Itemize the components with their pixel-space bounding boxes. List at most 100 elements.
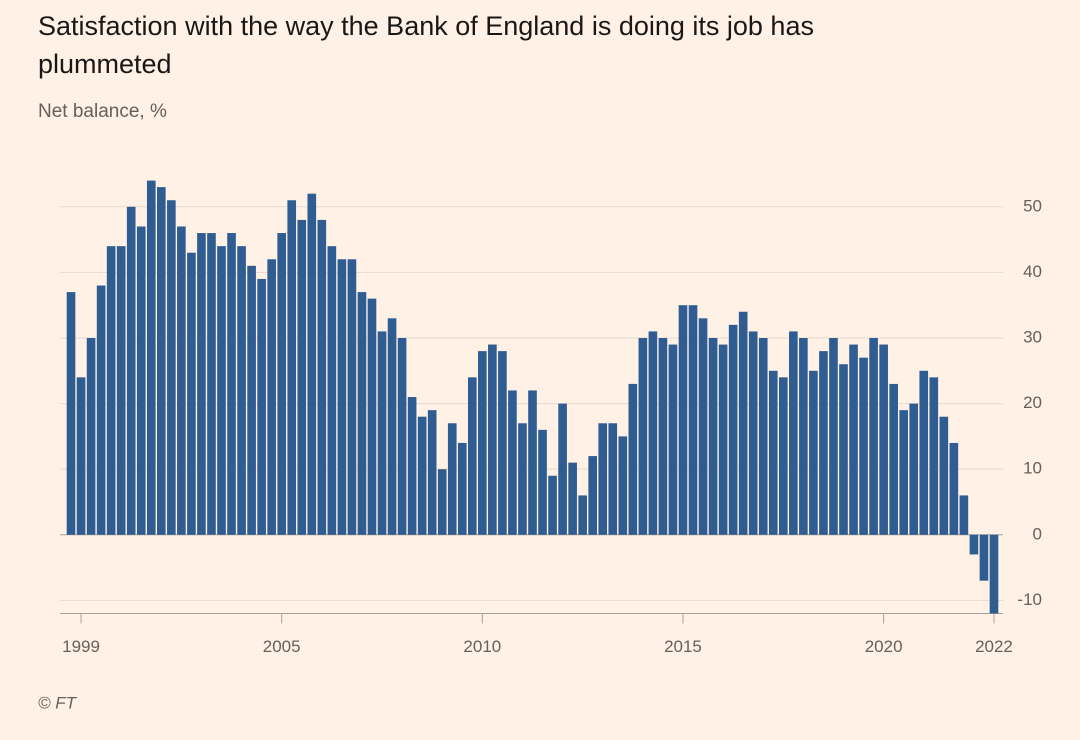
bar xyxy=(207,233,216,535)
bar xyxy=(678,305,688,535)
bar xyxy=(688,305,698,535)
bar xyxy=(96,285,106,535)
bar xyxy=(799,337,808,535)
bar xyxy=(748,331,758,535)
bar xyxy=(367,298,377,535)
bar xyxy=(768,370,778,535)
bar xyxy=(377,331,387,535)
bar xyxy=(959,495,969,535)
bar xyxy=(568,462,577,535)
bar xyxy=(628,383,638,535)
bar xyxy=(217,246,226,535)
bar xyxy=(969,534,979,555)
bar xyxy=(508,390,517,535)
bar xyxy=(588,456,598,535)
x-tick-label: 1999 xyxy=(62,637,100,656)
bar xyxy=(327,246,337,535)
bar xyxy=(347,259,357,535)
x-tick-label: 2022 xyxy=(975,637,1013,656)
bar xyxy=(618,436,628,535)
chart-subtitle: Net balance, % xyxy=(38,101,167,122)
bar xyxy=(156,187,166,535)
bar xyxy=(417,416,427,535)
bar xyxy=(708,337,718,535)
bar xyxy=(849,344,858,535)
bar xyxy=(116,246,126,535)
bar xyxy=(478,351,487,535)
bar xyxy=(548,475,557,535)
bar xyxy=(267,259,276,535)
x-tick-label: 2015 xyxy=(664,637,702,656)
bar xyxy=(66,292,76,535)
bar xyxy=(819,351,828,535)
bar xyxy=(317,219,327,535)
bar xyxy=(498,351,507,535)
chart-title-line2: plummeted xyxy=(38,49,172,79)
bar xyxy=(728,324,738,535)
bar xyxy=(608,423,618,535)
bar xyxy=(989,534,999,614)
bar xyxy=(939,416,949,535)
y-tick-label: 10 xyxy=(1023,459,1042,478)
bar xyxy=(598,423,608,535)
bar xyxy=(427,410,437,535)
bar xyxy=(197,233,206,535)
bar xyxy=(407,397,417,535)
bar xyxy=(638,337,648,535)
bar xyxy=(297,219,307,535)
bar xyxy=(136,226,146,535)
bar xyxy=(718,344,728,535)
bar xyxy=(387,318,397,535)
bar xyxy=(146,180,156,535)
bar xyxy=(668,344,678,535)
y-tick-label: 20 xyxy=(1023,393,1042,412)
bar xyxy=(899,410,909,535)
bar xyxy=(257,278,266,535)
bar xyxy=(698,318,708,535)
bar xyxy=(167,200,176,535)
bar xyxy=(177,226,186,535)
bar xyxy=(979,534,989,581)
x-tick-label: 2005 xyxy=(263,637,301,656)
bar xyxy=(437,469,447,535)
bar xyxy=(277,233,287,535)
bar xyxy=(879,344,888,535)
y-tick-label: 40 xyxy=(1023,262,1042,281)
bar xyxy=(86,337,96,535)
bar xyxy=(909,403,919,535)
bar xyxy=(859,357,868,535)
bar xyxy=(839,364,848,535)
bar xyxy=(789,331,798,535)
bar xyxy=(919,370,929,535)
bar xyxy=(778,377,788,535)
bar xyxy=(829,337,838,535)
bar xyxy=(658,337,668,535)
bar xyxy=(307,193,317,535)
bar xyxy=(357,292,367,535)
bar xyxy=(558,403,567,535)
chart-title: Satisfaction with the way the Bank of En… xyxy=(38,11,814,41)
bar xyxy=(76,377,86,535)
bar xyxy=(949,442,959,535)
bar xyxy=(467,377,477,535)
bar xyxy=(648,331,658,535)
bar xyxy=(869,337,878,535)
bar xyxy=(187,252,196,535)
bar xyxy=(528,390,537,535)
source: © FT xyxy=(38,693,78,712)
bar xyxy=(518,423,527,535)
bar xyxy=(457,442,467,535)
bar xyxy=(247,265,256,535)
bar xyxy=(126,206,136,535)
bar xyxy=(488,344,497,535)
bar xyxy=(538,429,547,535)
bar xyxy=(287,200,297,535)
bar xyxy=(889,383,898,535)
bar xyxy=(809,370,818,535)
y-tick-label: -10 xyxy=(1017,590,1042,609)
bar xyxy=(738,311,748,535)
bar xyxy=(237,246,246,535)
bar xyxy=(758,337,768,535)
bar xyxy=(447,423,457,535)
